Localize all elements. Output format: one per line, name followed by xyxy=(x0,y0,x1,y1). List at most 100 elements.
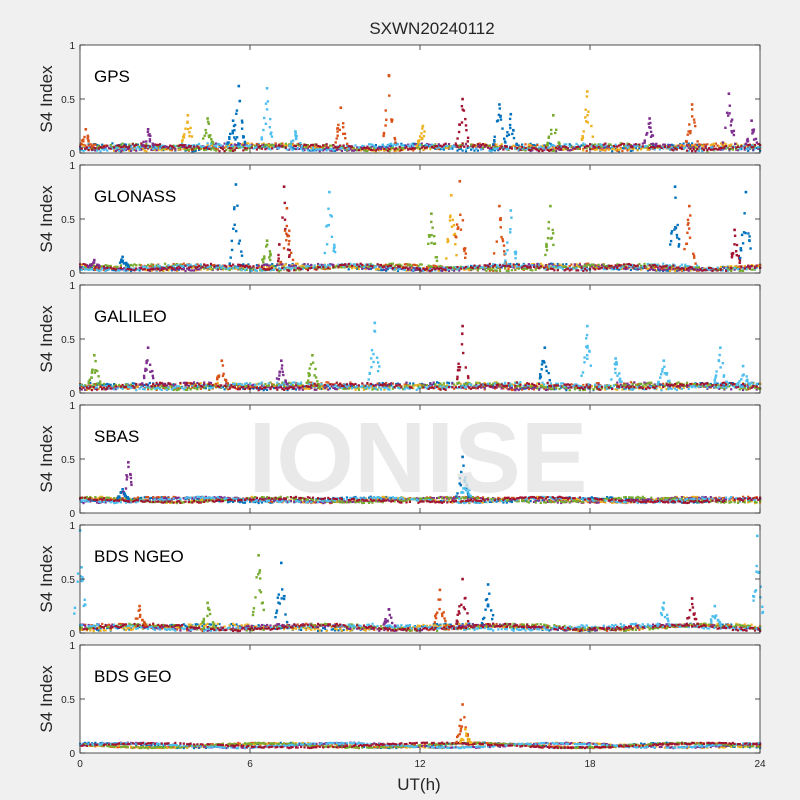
s4-point xyxy=(191,265,194,268)
s4-point xyxy=(284,386,287,389)
s4-point xyxy=(240,264,243,267)
s4-point xyxy=(386,149,389,152)
s4-point xyxy=(453,267,456,270)
s4-point xyxy=(186,146,189,149)
s4-point xyxy=(668,264,672,267)
s4-point xyxy=(453,145,456,148)
s4-point xyxy=(738,265,741,268)
s4-point xyxy=(475,147,478,150)
s4-point xyxy=(96,149,99,152)
s4-point xyxy=(293,385,296,388)
s4-point xyxy=(730,147,733,150)
s4-point xyxy=(371,266,374,269)
s4-point xyxy=(488,267,491,270)
s4-point xyxy=(694,268,697,271)
s4-point-peak xyxy=(450,194,453,197)
s4-point-peak xyxy=(421,124,425,128)
s4-point xyxy=(583,264,587,267)
s4-point xyxy=(371,143,374,146)
s4-point xyxy=(736,266,740,269)
s4-point xyxy=(323,148,326,151)
s4-point xyxy=(582,265,585,268)
s4-point xyxy=(107,146,111,150)
s4-point xyxy=(513,250,517,254)
s4-point xyxy=(658,384,661,387)
s4-point xyxy=(634,386,638,389)
s4-point xyxy=(565,263,568,266)
s4-point xyxy=(271,144,274,147)
s4-point xyxy=(102,145,105,148)
s4-point xyxy=(255,144,258,147)
s4-point xyxy=(252,147,255,150)
s4-point xyxy=(192,144,196,147)
s4-point xyxy=(349,262,352,265)
s4-point xyxy=(106,382,109,386)
s4-point xyxy=(216,143,219,146)
s4-point xyxy=(507,270,510,273)
s4-point xyxy=(94,268,97,271)
y-tick-label: 1 xyxy=(69,161,75,172)
s4-point xyxy=(521,147,524,150)
s4-point xyxy=(565,147,568,150)
s4-point xyxy=(692,266,695,269)
s4-point xyxy=(181,144,184,147)
s4-point xyxy=(388,262,391,266)
s4-point xyxy=(415,146,418,149)
s4-point xyxy=(230,142,233,145)
s4-point xyxy=(99,145,102,148)
s4-point xyxy=(753,385,757,388)
s4-point xyxy=(616,147,619,150)
s4-point xyxy=(709,143,712,147)
s4-point xyxy=(371,148,374,151)
s4-point xyxy=(549,144,553,147)
s4-point xyxy=(182,147,185,151)
s4-point xyxy=(237,145,240,148)
s4-point xyxy=(301,266,304,269)
s4-point xyxy=(274,142,277,145)
s4-point xyxy=(128,145,131,148)
s4-point xyxy=(638,147,641,150)
s4-point xyxy=(131,268,134,271)
s4-point xyxy=(210,140,214,143)
s4-point xyxy=(514,264,517,267)
s4-point xyxy=(322,144,325,147)
s4-point xyxy=(714,268,717,271)
s4-point xyxy=(116,268,119,271)
s4-point xyxy=(716,148,719,151)
s4-point xyxy=(235,143,238,147)
s4-point xyxy=(498,107,501,110)
s4-point xyxy=(143,149,146,152)
s4-point xyxy=(291,149,294,152)
s4-point xyxy=(101,143,104,146)
s4-point xyxy=(391,382,394,385)
s4-point xyxy=(118,144,121,147)
s4-point xyxy=(356,265,359,268)
s4-point xyxy=(495,147,498,150)
s4-point xyxy=(527,263,530,266)
s4-point xyxy=(595,267,598,270)
s4-point xyxy=(400,142,403,145)
s4-point xyxy=(735,250,738,253)
s4-point xyxy=(249,265,252,268)
s4-point xyxy=(563,148,566,151)
s4-point xyxy=(109,383,112,386)
s4-point xyxy=(262,145,265,148)
s4-point xyxy=(356,146,359,149)
s4-point xyxy=(228,136,231,139)
s4-point xyxy=(672,267,675,270)
s4-point xyxy=(584,108,587,111)
s4-point xyxy=(643,266,646,269)
s4-point xyxy=(733,146,736,149)
s4-point xyxy=(430,233,433,237)
s4-point xyxy=(727,114,730,117)
s4-point xyxy=(148,265,151,268)
s4-point xyxy=(531,264,534,267)
s4-point xyxy=(416,140,420,143)
s4-point xyxy=(716,144,719,147)
s4-point xyxy=(352,149,355,152)
s4-point xyxy=(492,143,495,146)
s4-point xyxy=(226,145,230,148)
s4-point xyxy=(434,147,437,150)
s4-point xyxy=(369,143,372,146)
s4-point xyxy=(461,219,465,222)
